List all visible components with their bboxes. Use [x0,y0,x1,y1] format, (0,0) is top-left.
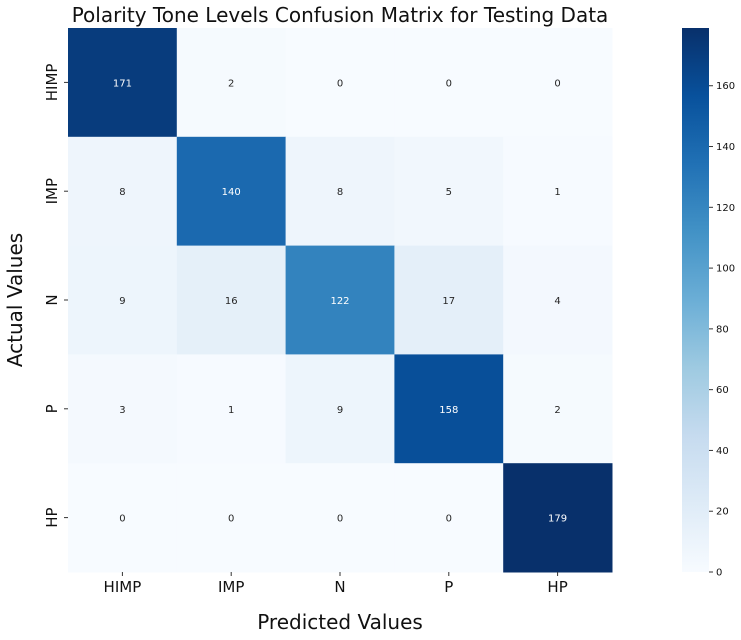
cell-value-label: 122 [330,296,349,307]
cell-value-label: 0 [337,78,343,89]
colorbar-tick-label: 100 [716,264,735,275]
y-tick-label: HIMP [43,64,61,102]
cell-value-label: 0 [554,78,560,89]
cell-value-label: 0 [446,78,452,89]
y-axis-label: Actual Values [3,233,27,367]
cell-value-label: 3 [119,405,125,416]
heatmap-cell [68,28,178,138]
cell-value-label: 17 [442,296,455,307]
cell-value-label: 8 [119,187,125,198]
x-axis-ticks: HIMP IMP N P HP [104,572,568,596]
cell-value-label: 140 [222,187,241,198]
heatmap-cell [394,28,504,138]
cell-value-label: 5 [446,187,452,198]
cell-value-label: 9 [119,296,125,307]
heatmap-cell-labels: 171 2 0 0 0 8 140 8 5 1 9 16 122 17 4 3 1 9 158 2 0 0 0 0 179 [113,78,567,524]
y-tick-label: P [43,404,61,413]
colorbar-ticks: 0 20 40 60 80 100 120 140 160 [709,81,735,579]
colorbar-tick-label: 0 [716,568,722,579]
colorbar-tick-label: 60 [716,385,729,396]
heatmap-cell [285,463,395,573]
y-tick-label: IMP [43,178,61,204]
heatmap-cells [68,28,613,573]
y-tick-label: N [43,294,61,305]
heatmap-cell [394,245,504,355]
x-axis-label: Predicted Values [257,610,423,634]
colorbar-tick-label: 120 [716,203,735,214]
cell-value-label: 16 [225,296,238,307]
cell-value-label: 2 [228,78,234,89]
heatmap-cell [68,463,178,573]
cell-value-label: 179 [548,514,567,525]
heatmap-cell [394,136,504,247]
heatmap-cell [176,463,287,573]
chart-title: Polarity Tone Levels Confusion Matrix fo… [72,3,609,27]
cell-value-label: 4 [554,296,560,307]
cell-value-label: 0 [119,514,125,525]
colorbar-tick-label: 160 [716,81,735,92]
cell-value-label: 0 [228,514,234,525]
cell-value-label: 0 [337,514,343,525]
cell-value-label: 1 [228,405,234,416]
y-tick-label: HP [43,507,61,527]
heatmap-cell [68,245,178,355]
cell-value-label: 8 [337,187,343,198]
x-tick-label: IMP [218,578,244,596]
heatmap-cell [394,354,504,464]
heatmap-cell [503,28,613,138]
colorbar [682,28,709,572]
heatmap-cell [68,136,178,247]
x-tick-label: HIMP [104,578,142,596]
heatmap-cell [503,245,613,355]
heatmap-cell [394,463,504,573]
heatmap-cell [176,28,287,138]
heatmap-cell [285,354,395,464]
cell-value-label: 158 [439,405,458,416]
heatmap-cell [285,136,395,247]
heatmap-cell [68,354,178,464]
colorbar-tick-label: 20 [716,507,729,518]
heatmap-cell [285,28,395,138]
x-tick-label: HP [547,578,567,596]
colorbar-tick-label: 80 [716,324,729,335]
heatmap-cell [176,136,287,247]
heatmap-cell [503,136,613,247]
heatmap-cell [176,245,287,355]
cell-value-label: 0 [446,514,452,525]
colorbar-tick-label: 40 [716,446,729,457]
heatmap-cell [285,245,395,355]
cell-value-label: 171 [113,78,132,89]
cell-value-label: 2 [554,405,560,416]
heatmap-cell [503,354,613,464]
x-tick-label: N [334,578,345,596]
heatmap-cell [503,463,613,573]
colorbar-tick-label: 140 [716,142,735,153]
heatmap-cell [176,354,287,464]
cell-value-label: 9 [337,405,343,416]
cell-value-label: 1 [554,187,560,198]
x-tick-label: P [444,578,453,596]
y-axis-ticks: HIMP IMP N P HP [43,64,68,528]
